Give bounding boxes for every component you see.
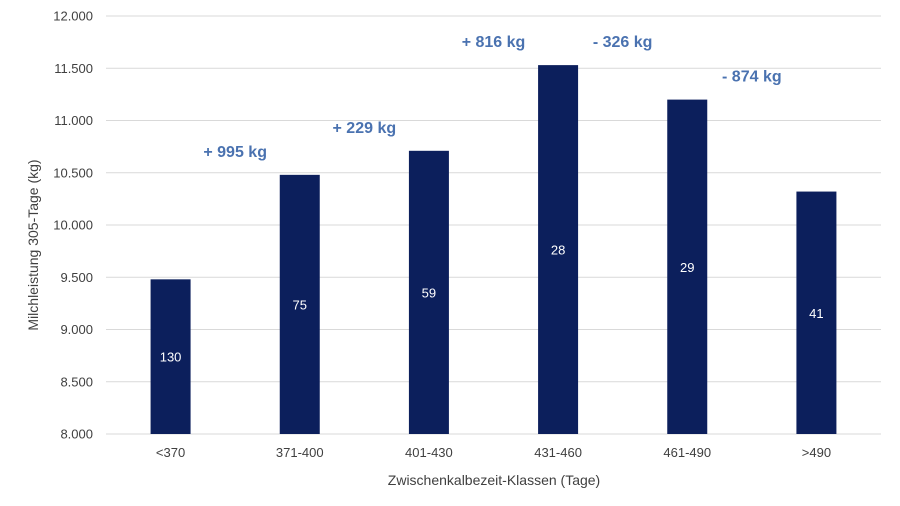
- y-tick-label: 12.000: [53, 9, 93, 24]
- bar: [279, 174, 320, 434]
- bar: [408, 150, 449, 434]
- difference-label: + 995 kg: [203, 144, 267, 161]
- difference-label: + 816 kg: [462, 34, 526, 51]
- y-tick-label: 11.500: [54, 61, 93, 76]
- x-tick-label: 461-490: [663, 445, 711, 460]
- bar-count-label: 75: [293, 297, 307, 312]
- x-tick-label: 431-460: [534, 445, 582, 460]
- bar: [796, 191, 837, 434]
- x-tick-label: >490: [802, 445, 831, 460]
- x-axis-ticks: <370 371-400 401-430 431-460 461-490 >490: [156, 445, 831, 460]
- y-tick-label: 11.000: [54, 113, 93, 128]
- y-axis-ticks: 8.000 8.500 9.000 9.500 10.000 10.500 11.000 11…: [53, 9, 93, 442]
- bar-count-label: 29: [680, 260, 694, 275]
- x-tick-label: <370: [156, 445, 185, 460]
- bar-count-labels: 130 75 59 28 29 41: [160, 243, 824, 365]
- y-axis-title: Milchleistung 305-Tage (kg): [25, 159, 41, 330]
- bar: [150, 279, 191, 434]
- difference-label: + 229 kg: [333, 120, 397, 137]
- y-tick-label: 8.500: [60, 374, 93, 389]
- difference-annotations: + 995 kg + 229 kg + 816 kg - 326 kg - 874 kg: [203, 34, 781, 161]
- bar: [667, 99, 708, 434]
- bar-count-label: 130: [160, 350, 182, 365]
- y-tick-label: 9.500: [60, 270, 93, 285]
- x-tick-label: 401-430: [405, 445, 453, 460]
- bar-count-label: 59: [422, 285, 436, 300]
- bar-count-label: 41: [809, 306, 823, 321]
- x-axis-title: Zwischenkalbezeit-Klassen (Tage): [388, 472, 600, 488]
- y-tick-label: 8.000: [60, 427, 93, 442]
- y-tick-label: 10.500: [53, 165, 93, 180]
- x-tick-label: 371-400: [276, 445, 324, 460]
- difference-label: - 874 kg: [722, 69, 782, 86]
- difference-label: - 326 kg: [593, 34, 653, 51]
- bar-count-label: 28: [551, 243, 565, 258]
- bars: [150, 65, 837, 435]
- gridlines: [106, 15, 881, 435]
- y-tick-label: 9.000: [60, 322, 93, 337]
- bar: [538, 65, 579, 435]
- y-tick-label: 10.000: [53, 218, 93, 233]
